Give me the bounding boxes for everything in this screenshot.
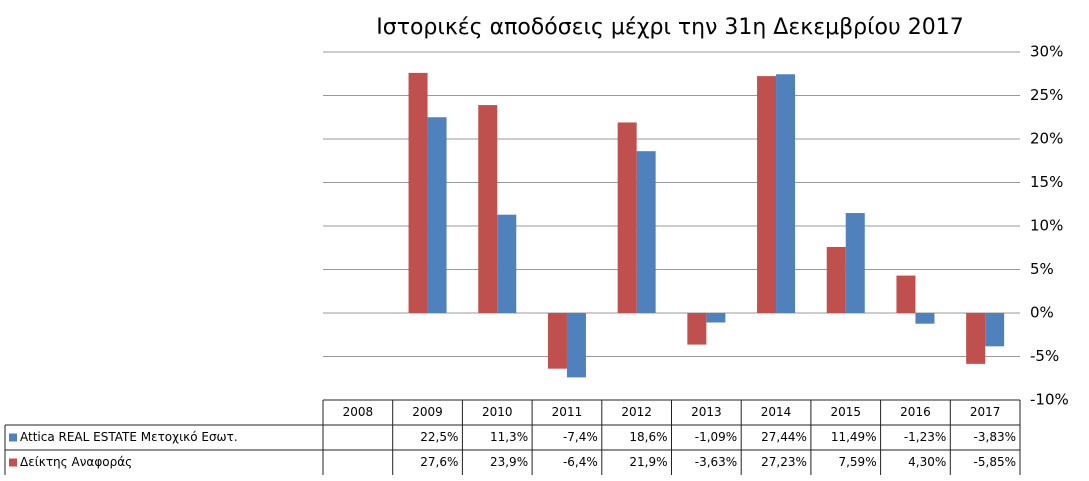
legend-label: Attica REAL ESTATE Μετοχικό Εσωτ. [20, 430, 238, 444]
x-tick-label: 2009 [412, 405, 443, 419]
y-tick-label: -5% [1030, 347, 1059, 365]
bar [706, 313, 726, 323]
table-value: -6,4% [563, 455, 598, 469]
table-value: 27,44% [761, 430, 807, 444]
table-value: -1,23% [904, 430, 946, 444]
table-value: 11,3% [490, 430, 528, 444]
x-tick-label: 2012 [621, 405, 652, 419]
y-tick-label: 20% [1030, 130, 1063, 148]
table-value: -3,63% [695, 455, 737, 469]
table-value: 11,49% [831, 430, 877, 444]
table-value: 4,30% [908, 455, 946, 469]
table-value: -1,09% [695, 430, 737, 444]
legend-swatch [9, 433, 17, 442]
legend-swatch [9, 458, 17, 467]
table-value: 7,59% [838, 455, 876, 469]
bar [427, 117, 447, 313]
table-value: 27,6% [420, 455, 458, 469]
bar [408, 72, 428, 313]
bar [478, 105, 498, 313]
bar [687, 313, 707, 345]
bar [845, 213, 865, 313]
legend-label: Δείκτης Αναφοράς [20, 455, 132, 469]
y-tick-label: 15% [1030, 173, 1063, 191]
table-value: -5,85% [974, 455, 1016, 469]
bar [497, 214, 517, 313]
table-value: 18,6% [629, 430, 667, 444]
table-value: 21,9% [629, 455, 667, 469]
chart-title: Ιστορικές αποδόσεις μέχρι την 31η Δεκεμβ… [376, 15, 963, 40]
table-value: 23,9% [490, 455, 528, 469]
bar [547, 313, 567, 369]
bar [617, 122, 637, 313]
x-tick-label: 2016 [900, 405, 931, 419]
bar [566, 313, 586, 378]
bar [966, 313, 986, 364]
table-value: -3,83% [974, 430, 1016, 444]
x-tick-label: 2017 [970, 405, 1001, 419]
table-value: -7,4% [563, 430, 598, 444]
x-tick-label: 2015 [830, 405, 861, 419]
y-tick-label: 10% [1030, 217, 1063, 235]
table-value: 22,5% [420, 430, 458, 444]
bar [757, 76, 777, 313]
x-tick-label: 2010 [482, 405, 513, 419]
bar [776, 74, 796, 313]
y-tick-label: 5% [1030, 260, 1054, 278]
bar [915, 313, 935, 324]
bar [896, 275, 916, 313]
bar [826, 246, 846, 313]
x-tick-label: 2013 [691, 405, 722, 419]
bar [985, 313, 1005, 347]
y-tick-label: -10% [1030, 391, 1069, 409]
x-tick-label: 2011 [552, 405, 583, 419]
x-tick-label: 2014 [761, 405, 792, 419]
table-value: 27,23% [761, 455, 807, 469]
y-tick-label: 30% [1030, 43, 1063, 61]
x-tick-label: 2008 [343, 405, 374, 419]
bar [636, 151, 656, 313]
y-tick-label: 0% [1030, 304, 1054, 322]
y-tick-label: 25% [1030, 86, 1063, 104]
